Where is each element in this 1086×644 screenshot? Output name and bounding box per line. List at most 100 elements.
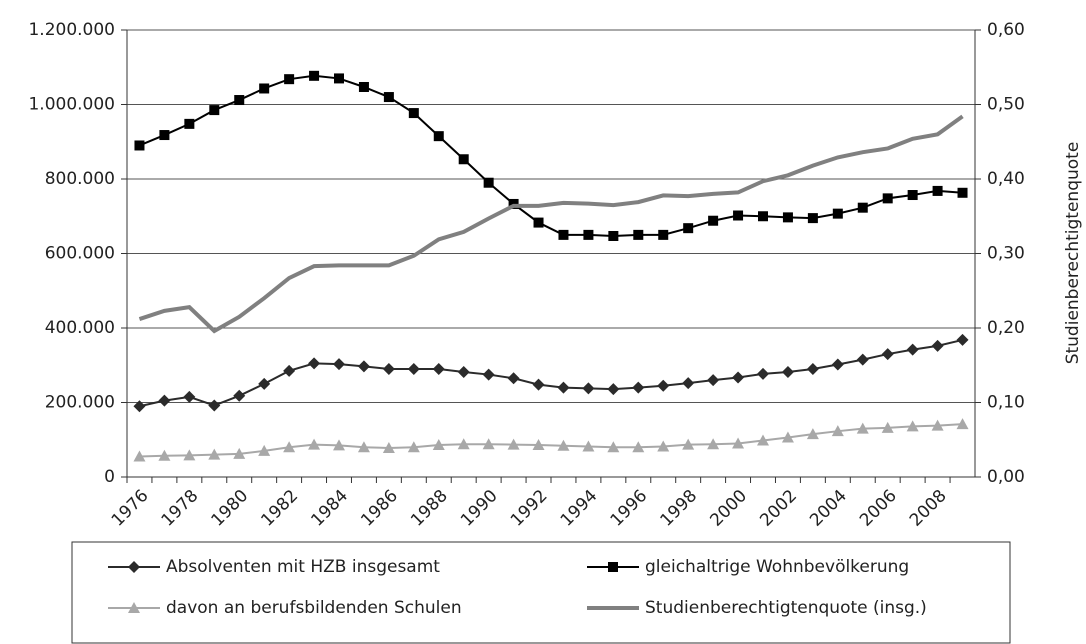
point [183,449,196,461]
y-tick-label: 200.000 [45,393,115,413]
point [907,190,918,201]
point [507,372,520,385]
point [831,358,844,371]
point [134,140,145,151]
point [133,450,146,462]
point [183,390,196,403]
legend-label: Absolventen mit HZB insgesamt [166,557,440,577]
point [806,362,819,375]
y-tick-label: 1.000.000 [28,95,115,115]
legend-marker [128,602,140,613]
point [259,83,270,94]
point [732,371,745,384]
point [956,333,969,346]
point [632,381,645,394]
point [209,105,220,116]
y-tick-label: 0 [104,467,115,487]
point [482,368,495,381]
series-line [139,423,963,458]
point [857,202,868,213]
point [758,211,768,222]
point [757,367,769,380]
y2-tick-label: 0,40 [987,169,1025,189]
point [284,74,295,85]
x-tick-label: 1994 [557,486,602,531]
point [932,185,943,196]
x-tick-label: 1978 [158,486,203,531]
point [357,360,370,373]
point [532,378,545,391]
point [432,362,445,375]
y-tick-label: 800.000 [45,169,115,189]
point [482,438,495,450]
point [334,73,344,84]
y2-tick-label: 0,30 [987,244,1025,264]
point [832,208,843,219]
point [781,431,794,443]
point [807,213,818,224]
point [931,339,944,352]
point [233,447,246,459]
y2-tick-label: 0,60 [987,20,1025,40]
point [383,92,394,103]
x-tick-label: 1976 [108,486,153,531]
point [133,400,146,413]
point [533,217,544,228]
point [957,187,968,198]
point [632,441,645,453]
x-tick-label: 2006 [856,486,901,531]
point [732,437,745,449]
point [433,131,444,142]
point [956,418,969,430]
point [882,193,893,204]
point [582,382,595,395]
point [457,438,470,450]
point [158,394,171,407]
point [607,383,620,396]
point [159,130,170,141]
point [407,362,420,375]
point [558,229,569,240]
point [831,425,844,437]
point [507,438,520,450]
legend-marker [608,562,618,572]
point [757,434,769,446]
point [583,229,594,240]
point [357,441,370,453]
y2-tick-label: 0,10 [987,393,1025,413]
point [308,438,321,450]
point [557,439,570,451]
point [457,365,470,378]
point [532,438,545,450]
y-tick-label: 1.200.000 [28,20,115,40]
x-tick-label: 2002 [756,486,801,531]
point [881,348,894,361]
point [658,229,669,240]
x-tick-label: 2004 [806,486,851,531]
point [906,343,919,356]
legend-label: gleichaltrige Wohnbevölkerung [645,557,909,577]
point [607,441,620,453]
x-tick-label: 1982 [257,486,302,531]
point [382,441,395,453]
point [358,81,369,92]
point [208,448,221,460]
point [608,230,619,241]
point [782,212,793,223]
point [557,381,570,394]
y2-tick-label: 0,20 [987,318,1025,338]
point [407,441,420,453]
point [806,428,819,440]
point [906,420,919,432]
point [233,389,246,402]
legend-marker [128,561,140,573]
point [408,108,419,119]
point [582,440,595,452]
point [258,377,271,390]
point [283,441,296,453]
point [382,362,395,375]
point [483,177,494,188]
y2-axis-title: Studienberechtigtenquote [1063,142,1083,365]
x-tick-label: 1996 [607,486,652,531]
